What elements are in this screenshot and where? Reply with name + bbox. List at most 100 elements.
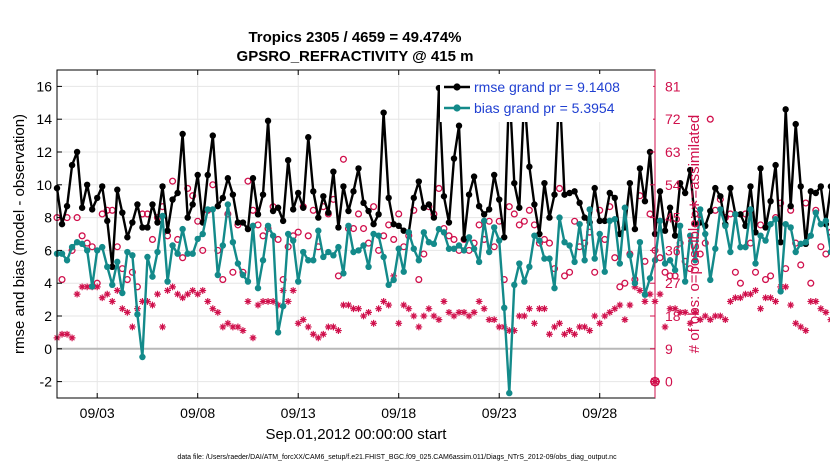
rmse-point bbox=[666, 204, 674, 211]
rmse-point bbox=[772, 161, 779, 169]
obs-assimilated-point bbox=[304, 323, 312, 331]
bias-point bbox=[209, 206, 216, 213]
bias-point bbox=[73, 239, 81, 246]
bias-point bbox=[752, 260, 759, 267]
rmse-point bbox=[169, 196, 176, 203]
bias-point bbox=[305, 257, 312, 264]
bias-point bbox=[355, 247, 362, 254]
bias-point bbox=[802, 239, 809, 246]
rmse-point bbox=[114, 186, 121, 193]
bias-point bbox=[591, 255, 598, 262]
obs-assimilated-point bbox=[817, 305, 825, 313]
obs-assimilated-point bbox=[556, 319, 563, 327]
bias-point bbox=[330, 252, 337, 259]
obs-assimilated-point bbox=[726, 298, 734, 305]
rmse-point bbox=[395, 222, 402, 229]
bias-point bbox=[154, 248, 161, 256]
obs-assimilated-point bbox=[450, 312, 458, 320]
rmse-point bbox=[219, 194, 227, 202]
obs-assimilated-point bbox=[536, 305, 543, 313]
obs-possible-point bbox=[731, 268, 739, 276]
obs-assimilated-point bbox=[189, 287, 197, 294]
rmse-point bbox=[681, 189, 689, 197]
obs-possible-point bbox=[359, 224, 368, 233]
obs-assimilated-point bbox=[314, 334, 322, 342]
obs-assimilated-point bbox=[747, 290, 754, 298]
bias-point bbox=[692, 257, 699, 264]
bias-series-line bbox=[57, 203, 830, 395]
bias-point bbox=[827, 248, 830, 256]
rmse-point bbox=[561, 191, 568, 198]
rmse-point bbox=[249, 175, 257, 182]
obs-assimilated-point bbox=[329, 323, 337, 331]
rmse-point bbox=[325, 209, 332, 216]
obs-possible-point bbox=[294, 228, 302, 236]
obs-possible-point bbox=[802, 199, 810, 207]
rmse-point bbox=[737, 211, 744, 218]
rmse-point bbox=[807, 188, 814, 195]
bias-point bbox=[782, 220, 789, 228]
obs-assimilated-point bbox=[440, 298, 448, 305]
obs-possible-point bbox=[169, 177, 177, 185]
bias-point bbox=[717, 206, 724, 213]
y-tick-label: 12 bbox=[36, 144, 52, 160]
obs-assimilated-point bbox=[194, 290, 202, 298]
rmse-point bbox=[99, 183, 106, 190]
obs-possible-point bbox=[706, 115, 714, 123]
rmse-point bbox=[581, 214, 588, 221]
bias-point bbox=[269, 232, 277, 239]
obs-assimilated-point bbox=[219, 323, 227, 331]
rmse-point bbox=[465, 191, 473, 198]
y2-tick-label: 72 bbox=[665, 111, 681, 127]
rmse-point bbox=[259, 191, 267, 198]
bias-point bbox=[465, 234, 473, 241]
rmse-point bbox=[496, 196, 503, 203]
obs-assimilated-point bbox=[123, 308, 131, 316]
bias-point bbox=[767, 220, 774, 228]
bias-point bbox=[405, 229, 412, 236]
bias-point bbox=[104, 263, 111, 270]
obs-assimilated-point bbox=[686, 319, 694, 327]
obs-assimilated-point bbox=[425, 305, 433, 313]
obs-possible-point bbox=[490, 243, 498, 251]
obs-assimilated-point bbox=[566, 327, 573, 334]
obs-assimilated-point bbox=[757, 305, 764, 313]
rmse-series-line bbox=[55, 83, 830, 268]
rmse-point bbox=[88, 206, 96, 213]
bias-point bbox=[94, 247, 101, 254]
bias-point bbox=[490, 224, 498, 231]
obs-possible-point bbox=[244, 177, 252, 185]
bias-point bbox=[179, 225, 186, 233]
obs-assimilated-point bbox=[616, 301, 624, 309]
rmse-point bbox=[536, 230, 543, 238]
rmse-point bbox=[365, 207, 372, 215]
obs-possible-point bbox=[148, 235, 157, 244]
y2-tick-label: 27 bbox=[665, 275, 681, 291]
obs-assimilated-point bbox=[229, 323, 237, 331]
bias-point bbox=[129, 252, 136, 259]
rmse-point bbox=[154, 219, 161, 226]
bias-point bbox=[295, 278, 302, 285]
obs-assimilated-point bbox=[792, 319, 800, 327]
obs-assimilated-point bbox=[103, 290, 111, 298]
rmse-point bbox=[194, 171, 201, 179]
obs-possible-point bbox=[88, 243, 96, 251]
obs-assimilated-point bbox=[144, 298, 151, 305]
obs-assimilated-point bbox=[420, 312, 428, 320]
obs-assimilated-point bbox=[576, 323, 584, 331]
obs-possible-point bbox=[128, 268, 136, 276]
obs-assimilated-point bbox=[767, 294, 774, 302]
obs-assimilated-point bbox=[350, 305, 357, 313]
obs-assimilated-point bbox=[460, 308, 468, 316]
bias-point bbox=[807, 232, 814, 239]
obs-assimilated-point bbox=[199, 287, 207, 294]
x-tick-label: 09/28 bbox=[582, 405, 617, 421]
obs-possible-point bbox=[354, 210, 363, 218]
rmse-point bbox=[119, 209, 126, 216]
bias-point bbox=[244, 278, 252, 285]
obs-assimilated-point bbox=[797, 323, 805, 331]
bias-point bbox=[480, 217, 488, 225]
bias-point bbox=[78, 240, 86, 248]
bias-point bbox=[531, 232, 538, 239]
rmse-point bbox=[239, 219, 247, 226]
